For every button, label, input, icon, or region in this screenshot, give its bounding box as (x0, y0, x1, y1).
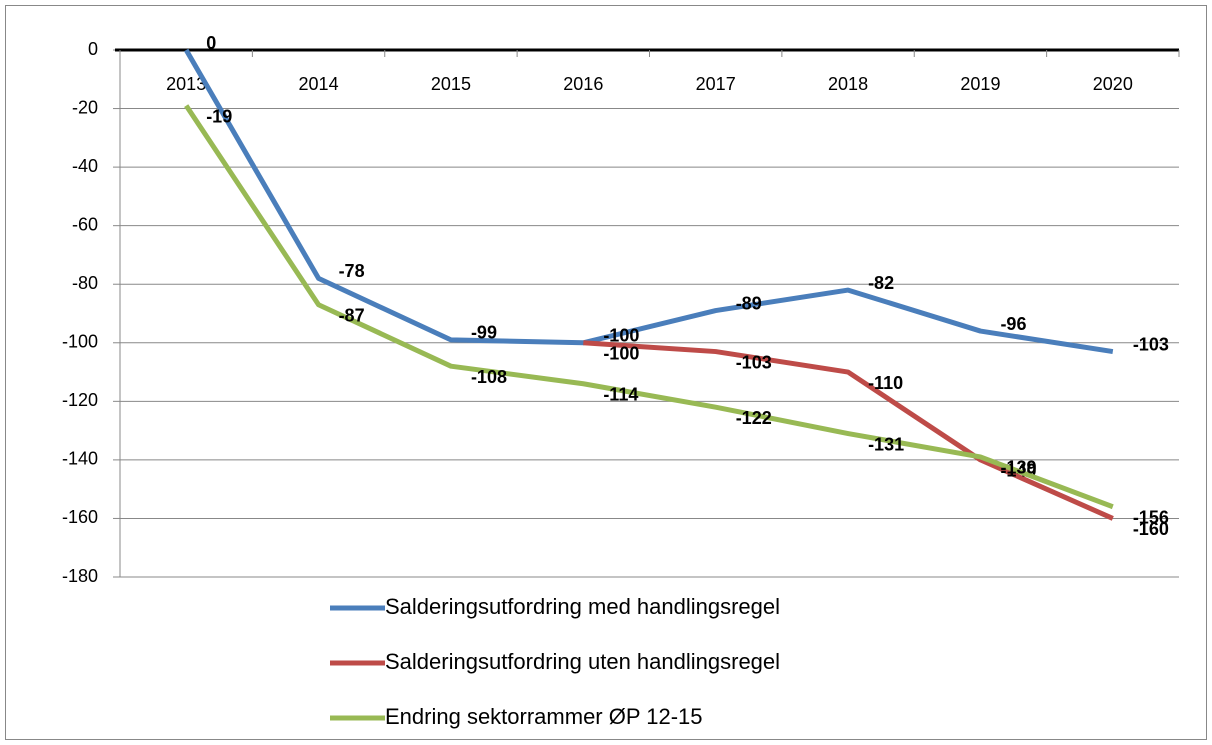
data-label: -87 (339, 305, 365, 325)
x-tick-label: 2019 (960, 74, 1000, 94)
x-tick-label: 2015 (431, 74, 471, 94)
data-label: -110 (868, 373, 903, 393)
data-label: -100 (603, 326, 639, 346)
data-label: -19 (206, 106, 232, 126)
y-tick-label: -120 (62, 390, 98, 410)
y-tick-label: -40 (72, 156, 98, 176)
data-label: -108 (471, 367, 507, 387)
data-label: -89 (736, 293, 762, 313)
series-line (184, 48, 1114, 355)
data-label: -139 (1000, 458, 1036, 478)
data-label: -160 (1133, 519, 1169, 539)
x-tick-label: 2013 (166, 74, 206, 94)
series-line (583, 340, 1114, 521)
data-label: -96 (1000, 314, 1026, 334)
data-label: -99 (471, 323, 497, 343)
chart-border (5, 5, 1207, 740)
y-tick-label: -140 (62, 449, 98, 469)
data-label: -100 (603, 344, 639, 364)
data-label: -131 (868, 434, 904, 454)
x-tick-label: 2016 (563, 74, 603, 94)
data-label: -103 (736, 352, 772, 372)
y-tick-label: -20 (72, 97, 98, 117)
y-tick-label: -160 (62, 507, 98, 527)
legend-label: Salderingsutfordring uten handlingsregel (385, 649, 780, 674)
y-tick-label: -60 (72, 214, 98, 234)
data-label: -156 (1133, 507, 1169, 527)
x-tick-label: 2020 (1093, 74, 1133, 94)
y-tick-label: -180 (62, 566, 98, 586)
data-label: 0 (206, 33, 216, 53)
x-tick-label: 2017 (696, 74, 736, 94)
data-label: -122 (736, 408, 772, 428)
y-tick-label: 0 (88, 39, 98, 59)
data-label: -82 (868, 273, 894, 293)
data-label: -114 (603, 385, 638, 405)
series-line (184, 104, 1114, 510)
data-label: -103 (1133, 334, 1169, 354)
x-tick-label: 2014 (299, 74, 339, 94)
data-label: -78 (339, 261, 365, 281)
y-tick-label: -80 (72, 273, 98, 293)
legend-label: Endring sektorrammer ØP 12-15 (385, 704, 703, 729)
x-tick-label: 2018 (828, 74, 868, 94)
legend-label: Salderingsutfordring med handlingsregel (385, 594, 780, 619)
y-tick-label: -100 (62, 332, 98, 352)
